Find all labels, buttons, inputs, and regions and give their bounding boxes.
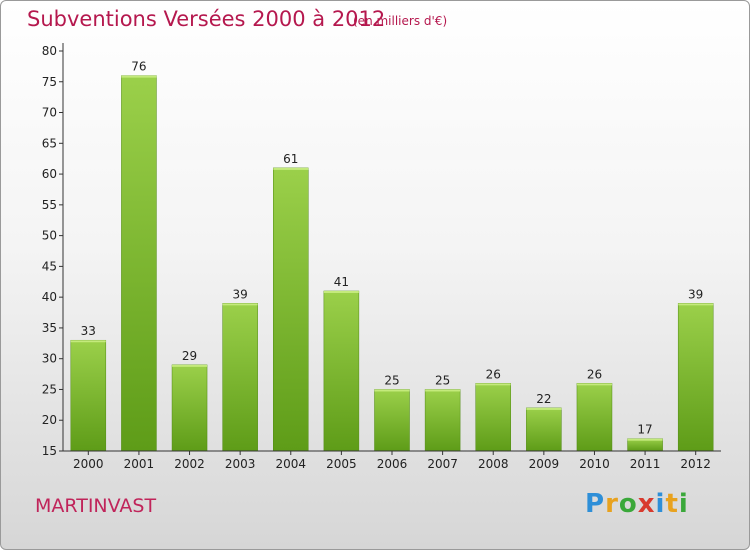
bar-highlight [425,389,461,392]
bar-highlight [172,364,208,367]
chart-title: Subventions Versées 2000 à 2012 [27,7,386,31]
bar[interactable] [70,339,107,452]
x-tick-label: 2001 [124,457,155,471]
bar-highlight [323,291,359,293]
bar-highlight [576,383,612,386]
bar-highlight [526,407,562,410]
y-tick-label: 45 [42,259,57,273]
y-tick-label: 30 [42,352,57,366]
bar[interactable] [222,303,258,452]
x-tick-label: 2010 [579,457,610,471]
bar-value-label: 39 [688,287,703,301]
bar[interactable] [323,290,360,452]
bar-highlight [374,389,410,392]
y-tick-label: 55 [42,198,57,212]
bar-value-label: 33 [81,324,96,338]
y-tick-label: 20 [42,413,57,427]
bar[interactable] [475,383,511,452]
x-tick-label: 2000 [73,457,104,471]
bar-highlight [678,303,714,306]
bar-value-label: 25 [435,373,450,387]
bar-value-label: 22 [536,392,551,406]
bar-value-label: 17 [637,423,652,437]
x-tick-label: 2005 [326,457,357,471]
bar-highlight [273,167,309,170]
bar-value-label: 41 [334,275,349,289]
y-tick-label: 75 [42,75,57,89]
y-tick-label: 25 [42,382,57,396]
x-tick-label: 2008 [478,457,509,471]
x-tick-label: 2007 [427,457,458,471]
bar[interactable] [273,167,309,452]
x-tick-label: 2009 [529,457,560,471]
bar[interactable] [526,407,562,452]
bar-value-label: 61 [283,152,298,166]
x-tick-label: 2004 [275,457,306,471]
y-tick-label: 15 [42,444,57,458]
y-tick-label: 70 [42,106,57,120]
bar[interactable] [424,389,461,452]
bar-highlight [627,438,663,441]
x-tick-label: 2011 [630,457,661,471]
chart-subtitle: (en milliers d'€) [353,14,448,28]
x-tick-label: 2012 [680,457,711,471]
bar[interactable] [171,364,208,452]
bar-value-label: 29 [182,349,197,363]
bar[interactable] [374,389,410,452]
bar-value-label: 26 [486,367,501,381]
bar-value-label: 25 [384,373,399,387]
x-tick-label: 2006 [377,457,408,471]
y-tick-label: 60 [42,167,57,181]
bar-highlight [475,383,511,386]
bar-value-label: 26 [587,367,602,381]
bar[interactable] [677,303,714,452]
y-tick-label: 35 [42,321,57,335]
bar-value-label: 39 [233,287,248,301]
bar-highlight [121,75,157,78]
y-tick-label: 40 [42,290,57,304]
bar[interactable] [121,75,157,452]
bar-highlight [222,303,258,306]
bar[interactable] [576,383,613,452]
x-tick-label: 2002 [174,457,205,471]
x-tick-label: 2003 [225,457,256,471]
bar-highlight [70,340,106,343]
y-tick-label: 80 [42,44,57,58]
y-tick-label: 50 [42,229,57,243]
commune-name: MARTINVAST [35,495,157,517]
y-tick-label: 65 [42,136,57,150]
proxiti-logo[interactable]: Proxiti [585,489,689,519]
bar-value-label: 76 [131,60,146,74]
